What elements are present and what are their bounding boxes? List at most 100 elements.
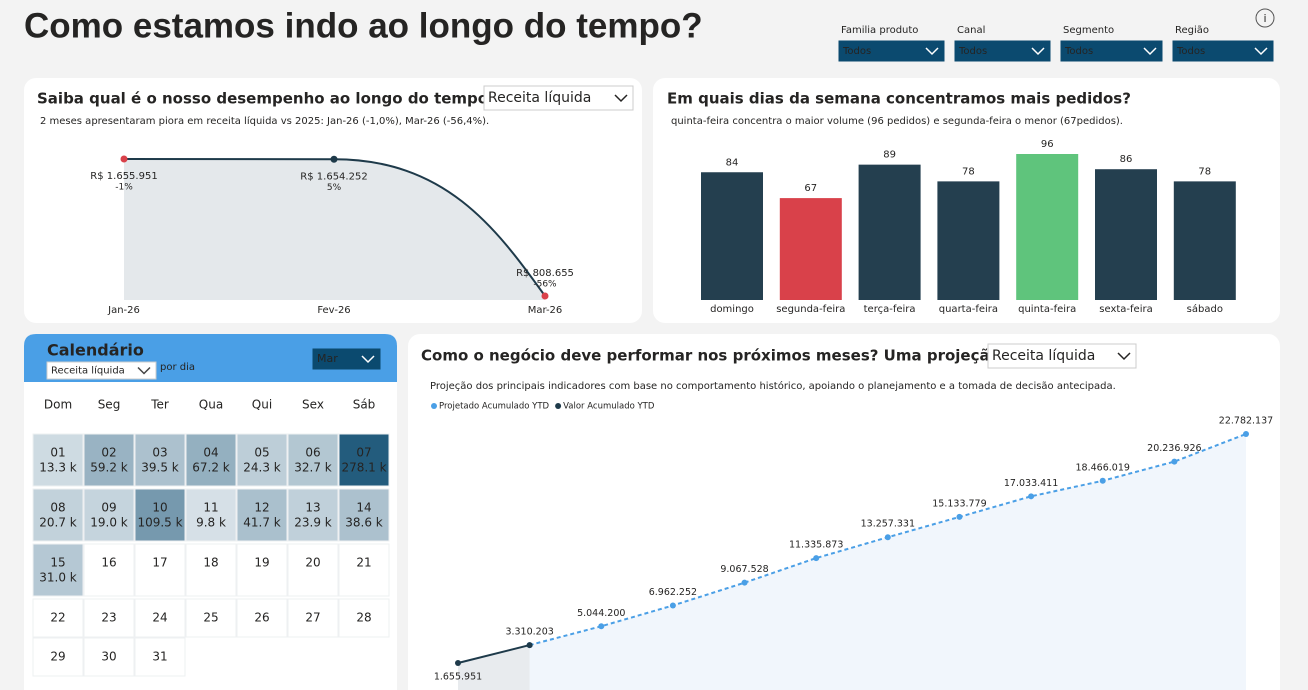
dropdown[interactable] [1172,40,1274,62]
legend-marker [555,403,562,409]
calendar-cell [185,543,237,597]
x-tick-label: sexta-feira [1099,304,1152,315]
calendar-day: 08 [50,501,65,515]
dropdown[interactable] [483,85,634,111]
bar [1095,169,1157,300]
calendar-cell [83,637,135,677]
value-label: 3.310.203 [505,627,553,638]
bar [779,198,842,300]
calendar-day: 28 [356,611,371,625]
point [330,155,338,163]
calendar-value: 19.0 k [90,516,128,530]
calendar-value: 39.5 k [141,461,179,475]
area [458,645,530,690]
calendar-day: 14 [356,501,371,515]
calendar-day: 09 [101,501,116,515]
dropdown[interactable] [954,40,1051,62]
dropdown-value: Mar [317,352,338,365]
calendar-day: 16 [101,556,116,570]
value-label: 67 [804,183,817,194]
info-glyph: i [1263,12,1266,25]
chart-subtitle: 2 meses apresentaram piora em receita lí… [40,115,489,127]
point [1028,493,1035,500]
value-label: 84 [726,157,739,168]
dropdown[interactable] [987,343,1137,369]
calendar-value: 41.7 k [243,516,281,530]
dropdown[interactable] [46,361,157,380]
calendar-value: 31.0 k [39,571,77,585]
value-label: 15.133.779 [932,498,986,509]
calendar-cell [32,488,84,542]
calendar-cell [83,488,135,542]
calendar-day: 10 [152,501,167,515]
x-tick-label: Fev-26 [317,305,350,316]
calendar-day: 17 [152,556,167,570]
dropdown[interactable] [838,40,945,62]
weekday: Dom [44,398,72,412]
calendar-cell [338,543,390,597]
x-tick-label: Mar-26 [528,305,563,316]
value-label: 17.033.411 [1004,478,1058,489]
calendar-title: Calendário [47,341,144,360]
calendar-cell [134,488,186,542]
calendar-cell [134,637,186,677]
point [455,660,461,666]
calendar-day: 26 [254,611,269,625]
change-label: 5% [327,183,342,193]
dropdown[interactable] [312,348,381,370]
calendar-cell [338,488,390,542]
x-tick-label: Jan-26 [107,305,140,316]
point [541,292,549,300]
calendar-cell [185,598,237,638]
calendar-value: 24.3 k [243,461,281,475]
calendar-cell [83,543,135,597]
value-label: R$ 1.654.252 [300,171,367,182]
calendar-cell [32,637,84,677]
weekday: Sex [302,398,324,412]
info-icon[interactable] [1255,8,1275,28]
dropdown[interactable] [1060,40,1163,62]
calendar-day: 19 [254,556,269,570]
calendar-day: 07 [356,446,371,460]
point [741,579,748,586]
calendar-day: 11 [203,501,218,515]
chart-subtitle: quinta-feira concentra o maior volume (9… [671,116,1123,127]
calendar-cell [338,433,390,487]
chevron [137,366,151,375]
value-label: 96 [1041,139,1054,150]
x-tick-label: sábado [1187,303,1223,315]
calendar-cell [236,598,288,638]
calendar-value: 20.7 k [39,516,77,530]
value-label: 20.236.926 [1147,443,1201,454]
calendar-day: 27 [305,611,320,625]
calendar-cell [287,543,339,597]
bar [1016,154,1079,300]
filter-label: Canal [957,25,985,36]
value-label: 22.782.137 [1219,416,1273,427]
bar [858,164,921,300]
bar [701,172,763,300]
calendar-day: 12 [254,501,269,515]
point [1099,477,1106,484]
x-tick-label: quarta-feira [939,304,998,315]
calendar-day: 23 [101,611,116,625]
calendar-value: 32.7 k [294,461,332,475]
calendar-day: 15 [50,556,65,570]
dropdown-value: Receita líquida [488,90,591,106]
calendar-value: 9.8 k [196,516,226,530]
weekday: Qua [199,398,223,412]
chevron [1254,47,1268,56]
calendar-day: 21 [356,556,371,570]
calendar-day: 31 [152,650,167,664]
calendar-day: 20 [305,556,320,570]
area [529,434,1246,690]
calendar-day: 25 [203,611,218,625]
page-title: Como estamos indo ao longo do tempo? [24,6,703,45]
chart-title: Como o negócio deve performar nos próxim… [421,347,1040,365]
line [457,644,530,664]
weekday: Ter [150,398,169,412]
calendar-cell [287,598,339,638]
chart-subtitle: Projeção dos principais indicadores com … [430,380,1116,392]
calendar-cell [32,433,84,487]
calendar-day: 22 [50,611,65,625]
